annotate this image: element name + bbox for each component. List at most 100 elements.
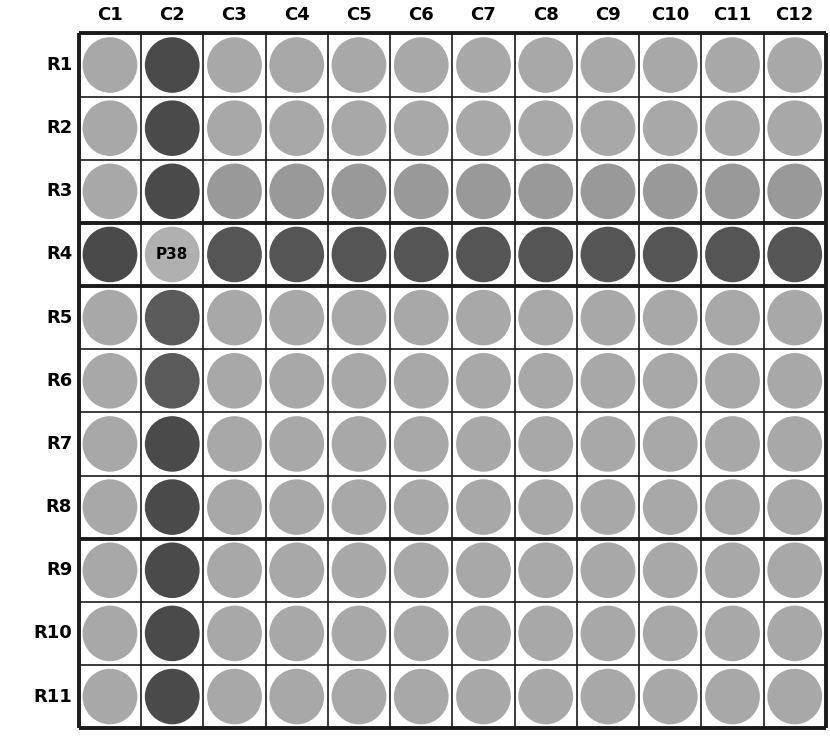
Ellipse shape [208,542,262,598]
Ellipse shape [332,416,386,472]
Bar [203,223,266,286]
Text: R9: R9 [46,561,72,580]
Ellipse shape [269,416,324,472]
Ellipse shape [144,100,200,156]
Ellipse shape [332,479,386,535]
Ellipse shape [642,669,697,724]
Bar [266,539,328,602]
Bar [266,33,328,97]
Ellipse shape [518,479,573,535]
Ellipse shape [581,163,636,219]
Ellipse shape [705,606,760,661]
Ellipse shape [144,163,200,219]
Bar [266,97,328,160]
Ellipse shape [208,37,262,93]
Bar [328,349,390,412]
Bar [515,97,577,160]
Text: C4: C4 [284,6,310,24]
Bar [515,476,577,539]
Ellipse shape [208,163,262,219]
Bar [328,223,390,286]
Bar [577,33,639,97]
Ellipse shape [767,416,822,472]
Bar [577,160,639,223]
Ellipse shape [767,227,822,282]
Bar [141,97,203,160]
Ellipse shape [581,227,636,282]
Ellipse shape [581,606,636,661]
Bar [79,223,141,286]
Bar [452,223,515,286]
Ellipse shape [705,416,760,472]
Ellipse shape [332,542,386,598]
Ellipse shape [581,353,636,409]
Bar [203,539,266,602]
Ellipse shape [332,227,386,282]
Bar [390,665,452,728]
Ellipse shape [705,542,760,598]
Bar [390,602,452,665]
Ellipse shape [456,37,510,93]
Bar [203,160,266,223]
Bar [203,349,266,412]
Ellipse shape [144,606,200,661]
Ellipse shape [269,163,324,219]
Ellipse shape [456,416,510,472]
Bar [79,476,141,539]
Ellipse shape [208,290,262,345]
Ellipse shape [581,37,636,93]
Bar [79,160,141,223]
Bar [701,476,764,539]
Text: R5: R5 [46,308,72,327]
Bar [328,97,390,160]
Text: C11: C11 [713,6,752,24]
Text: C2: C2 [159,6,185,24]
Ellipse shape [705,163,760,219]
Ellipse shape [456,353,510,409]
Bar [79,665,141,728]
Ellipse shape [456,290,510,345]
Ellipse shape [332,606,386,661]
Text: C10: C10 [651,6,690,24]
Ellipse shape [393,479,448,535]
Text: R2: R2 [46,119,72,137]
Ellipse shape [642,416,697,472]
Ellipse shape [332,290,386,345]
Bar [203,665,266,728]
Ellipse shape [144,290,200,345]
Bar [266,602,328,665]
Bar [639,223,701,286]
Text: C1: C1 [97,6,123,24]
Bar [764,602,826,665]
Ellipse shape [705,669,760,724]
Ellipse shape [642,227,697,282]
Ellipse shape [208,353,262,409]
Bar [266,349,328,412]
Text: R6: R6 [46,372,72,390]
Ellipse shape [393,290,448,345]
Ellipse shape [83,606,138,661]
Ellipse shape [393,542,448,598]
Ellipse shape [581,100,636,156]
Bar [701,602,764,665]
Ellipse shape [767,163,822,219]
Bar [515,665,577,728]
Ellipse shape [456,227,510,282]
Ellipse shape [332,37,386,93]
Ellipse shape [269,100,324,156]
Bar [577,97,639,160]
Bar [577,412,639,476]
Text: C7: C7 [471,6,496,24]
Ellipse shape [144,227,200,282]
Bar [764,665,826,728]
Ellipse shape [269,353,324,409]
Ellipse shape [642,163,697,219]
Bar [577,665,639,728]
Text: R8: R8 [46,498,72,516]
Bar [764,223,826,286]
Ellipse shape [144,479,200,535]
Bar [577,223,639,286]
Ellipse shape [269,37,324,93]
Ellipse shape [767,479,822,535]
Ellipse shape [83,353,138,409]
